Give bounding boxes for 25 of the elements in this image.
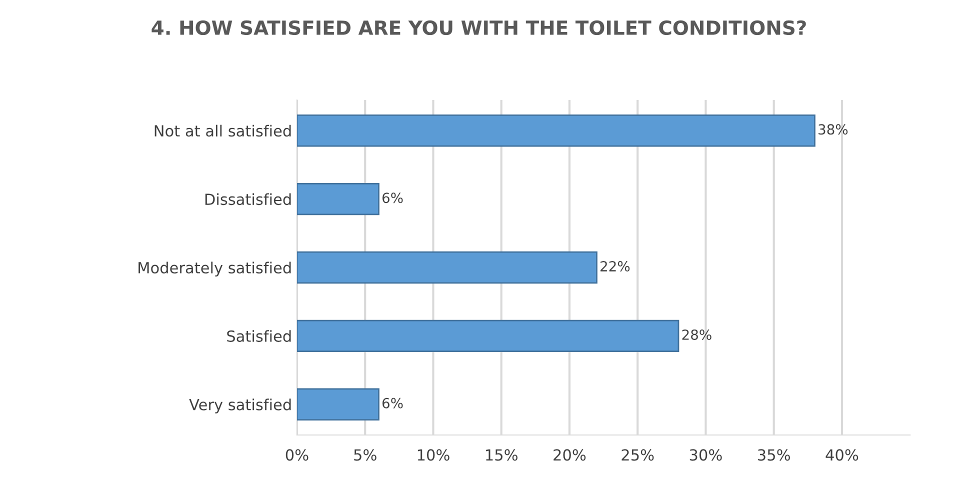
bar [296, 320, 680, 352]
data-label: 28% [682, 329, 712, 340]
x-tick-label: 0% [286, 449, 308, 461]
x-tick-label: 15% [486, 449, 518, 461]
x-tick-label: 5% [354, 449, 376, 461]
y-tick-label: Not at all satisfied [154, 124, 291, 137]
bar [296, 251, 598, 284]
x-tick-label: 40% [826, 449, 858, 461]
x-tick-label: 35% [758, 449, 790, 461]
bar [296, 182, 380, 216]
bar [296, 114, 816, 147]
data-label: 22% [600, 261, 630, 272]
bar [296, 388, 380, 420]
y-tick-label: Dissatisfied [205, 193, 291, 206]
chart-title: 4. HOW SATISFIED ARE YOU WITH THE TOILET CONDITIONS? [152, 20, 806, 36]
data-label: 6% [382, 192, 403, 204]
y-tick-label: Moderately satisfied [138, 262, 291, 276]
data-label: 38% [818, 124, 848, 135]
x-tick-label: 10% [418, 449, 450, 461]
x-tick-label: 25% [622, 449, 654, 461]
y-tick-label: Very satisfied [189, 398, 291, 414]
x-tick-label: 20% [554, 449, 586, 461]
data-label: 6% [382, 398, 403, 408]
y-tick-label: Satisfied [227, 330, 291, 342]
x-tick-label: 30% [690, 449, 722, 461]
